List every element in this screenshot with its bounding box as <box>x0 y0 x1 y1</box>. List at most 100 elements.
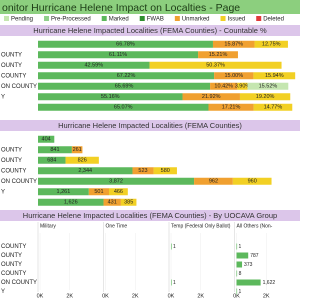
data-label: 1 <box>239 289 242 295</box>
row-label: COUNTY <box>1 168 26 174</box>
row-label: OUNTY <box>1 52 22 58</box>
bar-segment <box>182 93 240 101</box>
row-label: Y <box>1 94 5 100</box>
legend-swatch <box>174 16 180 21</box>
panel-header <box>0 25 300 36</box>
bar-segment <box>38 135 55 143</box>
bar <box>236 261 243 268</box>
bar-segment <box>237 82 248 90</box>
bar-segment <box>38 156 66 164</box>
x-tick-label: 2K <box>132 293 139 299</box>
legend-label: Pending <box>11 17 33 23</box>
panel-header <box>0 210 300 221</box>
bar-segment <box>38 177 195 185</box>
bar-segment <box>38 198 104 206</box>
row-label: COUNTY <box>1 73 26 79</box>
legend-label: FWAB <box>147 17 164 23</box>
data-label: 501 <box>94 189 103 195</box>
panel-title: Hurricane Helene Impacted Localities (FE… <box>33 26 267 35</box>
x-tick-label: 2K <box>197 293 204 299</box>
bar-segment <box>38 188 89 196</box>
row-label: Y <box>1 289 5 295</box>
bar-segment <box>208 103 254 111</box>
x-tick-label: 0K <box>102 293 109 299</box>
x-tick-label: 2K <box>66 293 73 299</box>
panel-subtitle: Temp (Federal Only Ballot) <box>171 223 231 229</box>
data-label: 67.22% <box>117 73 136 79</box>
panel-title: Hurricane Helene Impacted Localities (FE… <box>23 211 277 220</box>
data-label: 42.59% <box>84 63 103 69</box>
data-label: 1 <box>173 280 176 286</box>
data-label: 1,261 <box>57 189 71 195</box>
x-tick-label: 0K <box>37 293 44 299</box>
bar-segment <box>194 177 233 185</box>
bar-segment <box>212 40 255 48</box>
data-label: 17.21% <box>222 105 241 111</box>
data-label: 684 <box>47 158 56 164</box>
row-label: COUNTY <box>1 244 26 250</box>
data-label: 385 <box>124 200 133 206</box>
bar-segment <box>38 93 183 101</box>
bar-segment <box>65 156 99 164</box>
legend-swatch <box>139 16 145 21</box>
bar-segment <box>103 198 121 206</box>
row-label: Y <box>1 189 5 195</box>
x-tick-label: 0K <box>168 293 175 299</box>
legend-swatch <box>4 16 9 21</box>
data-label: 55.16% <box>101 94 120 100</box>
data-label: 12.75% <box>262 42 281 48</box>
data-label: 466 <box>114 189 123 195</box>
data-label: 61.11% <box>109 52 127 58</box>
x-tick-label: 2K <box>263 293 270 299</box>
bar-segment <box>38 82 211 90</box>
bar-segment <box>253 72 296 80</box>
row-label: ON COUNTY <box>1 84 37 90</box>
bar-segment <box>254 40 288 48</box>
page-title: onitor Hurricane Helene Impact on Localt… <box>2 2 240 14</box>
bar-segment <box>71 146 83 154</box>
bar-segment <box>38 167 133 175</box>
data-label: 826 <box>78 158 87 164</box>
row-label: ON COUNTY <box>1 179 37 185</box>
legend-swatch <box>101 16 107 21</box>
data-label: 841 <box>50 147 59 153</box>
data-label: 10.42% <box>214 84 233 90</box>
data-label: 580 <box>161 168 170 174</box>
data-label: 431 <box>108 200 117 206</box>
data-label: 2,344 <box>78 168 92 174</box>
data-label: 14.77% <box>264 105 283 111</box>
row-label: OUNTY <box>1 158 22 164</box>
bar-segment <box>198 51 238 59</box>
bar-segment <box>120 198 137 206</box>
legend-label: Deleted <box>263 17 284 23</box>
bar-segment <box>214 72 254 80</box>
bar-segment <box>38 40 213 48</box>
row-label: OUNTY <box>1 253 22 259</box>
row-label: OUNTY <box>1 262 22 268</box>
data-label: 1 <box>173 244 176 250</box>
bar-segment <box>132 167 154 175</box>
data-label: 787 <box>250 253 259 259</box>
panel-subtitle: One Time <box>106 223 128 229</box>
bar-segment <box>109 188 128 196</box>
data-label: 1,622 <box>263 280 276 286</box>
bar-segment <box>253 103 293 111</box>
data-label: 65.69% <box>115 84 134 90</box>
bar-segment <box>88 188 110 196</box>
row-label: COUNTY <box>1 271 26 277</box>
page: onitor Hurricane Helene Impact on Localt… <box>0 0 300 300</box>
bar <box>236 279 261 286</box>
row-label: ON COUNTY <box>1 280 37 286</box>
legend-label: Unmarked <box>182 17 210 23</box>
bar-segment <box>232 177 272 185</box>
data-label: 15.52% <box>259 84 278 90</box>
panel-subtitle: All Others (Non- <box>237 223 273 229</box>
bar-segment <box>38 72 215 80</box>
data-label: 960 <box>248 179 257 185</box>
data-label: 21.92% <box>202 94 221 100</box>
data-label: 19.20% <box>256 94 275 100</box>
data-label: 962 <box>209 179 218 185</box>
data-label: 404 <box>42 137 51 143</box>
legend-swatch <box>256 16 262 21</box>
data-label: 523 <box>138 168 147 174</box>
